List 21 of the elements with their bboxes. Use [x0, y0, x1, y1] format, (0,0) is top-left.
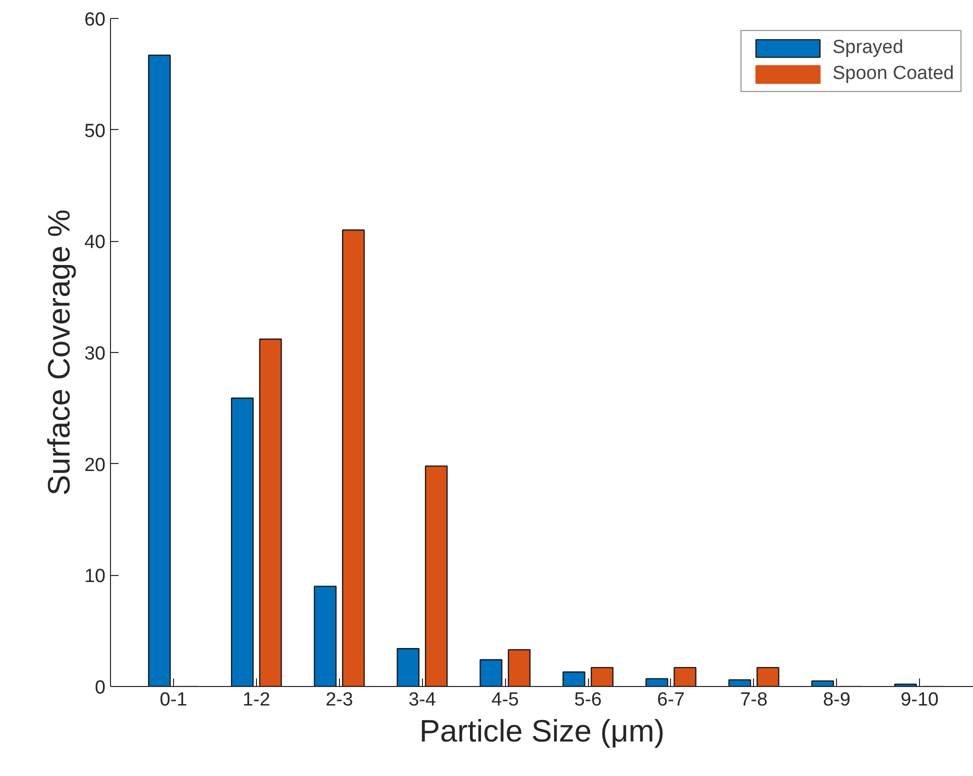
y-axis-title: Surface Coverage % [41, 209, 76, 496]
x-tick-label: 3-4 [408, 690, 436, 710]
x-axis-title: Particle Size (μm) [419, 714, 665, 748]
y-tick-label: 10 [84, 566, 106, 588]
x-tick-label: 8-9 [822, 690, 850, 710]
y-tick-label: 60 [84, 10, 106, 30]
y-tick-label: 30 [84, 344, 106, 364]
x-tick-label: 7-8 [740, 690, 768, 710]
x-tick-label: 0-1 [160, 690, 188, 710]
legend-label: Spoon Coated [832, 63, 954, 85]
x-tick-label: 6-7 [657, 690, 685, 710]
legend-label: Sprayed [832, 37, 904, 59]
y-tick-label: 40 [84, 232, 106, 254]
x-tick-label: 1-2 [242, 690, 270, 710]
y-tick-label: 50 [84, 120, 106, 142]
x-tick-label: 2-3 [326, 690, 354, 710]
y-tick-label: 20 [84, 454, 106, 476]
y-tick-label: 0 [94, 678, 106, 698]
x-tick-label: 4-5 [491, 690, 519, 710]
x-tick-label: 9-10 [900, 690, 939, 710]
x-tick-label: 5-6 [574, 690, 602, 710]
